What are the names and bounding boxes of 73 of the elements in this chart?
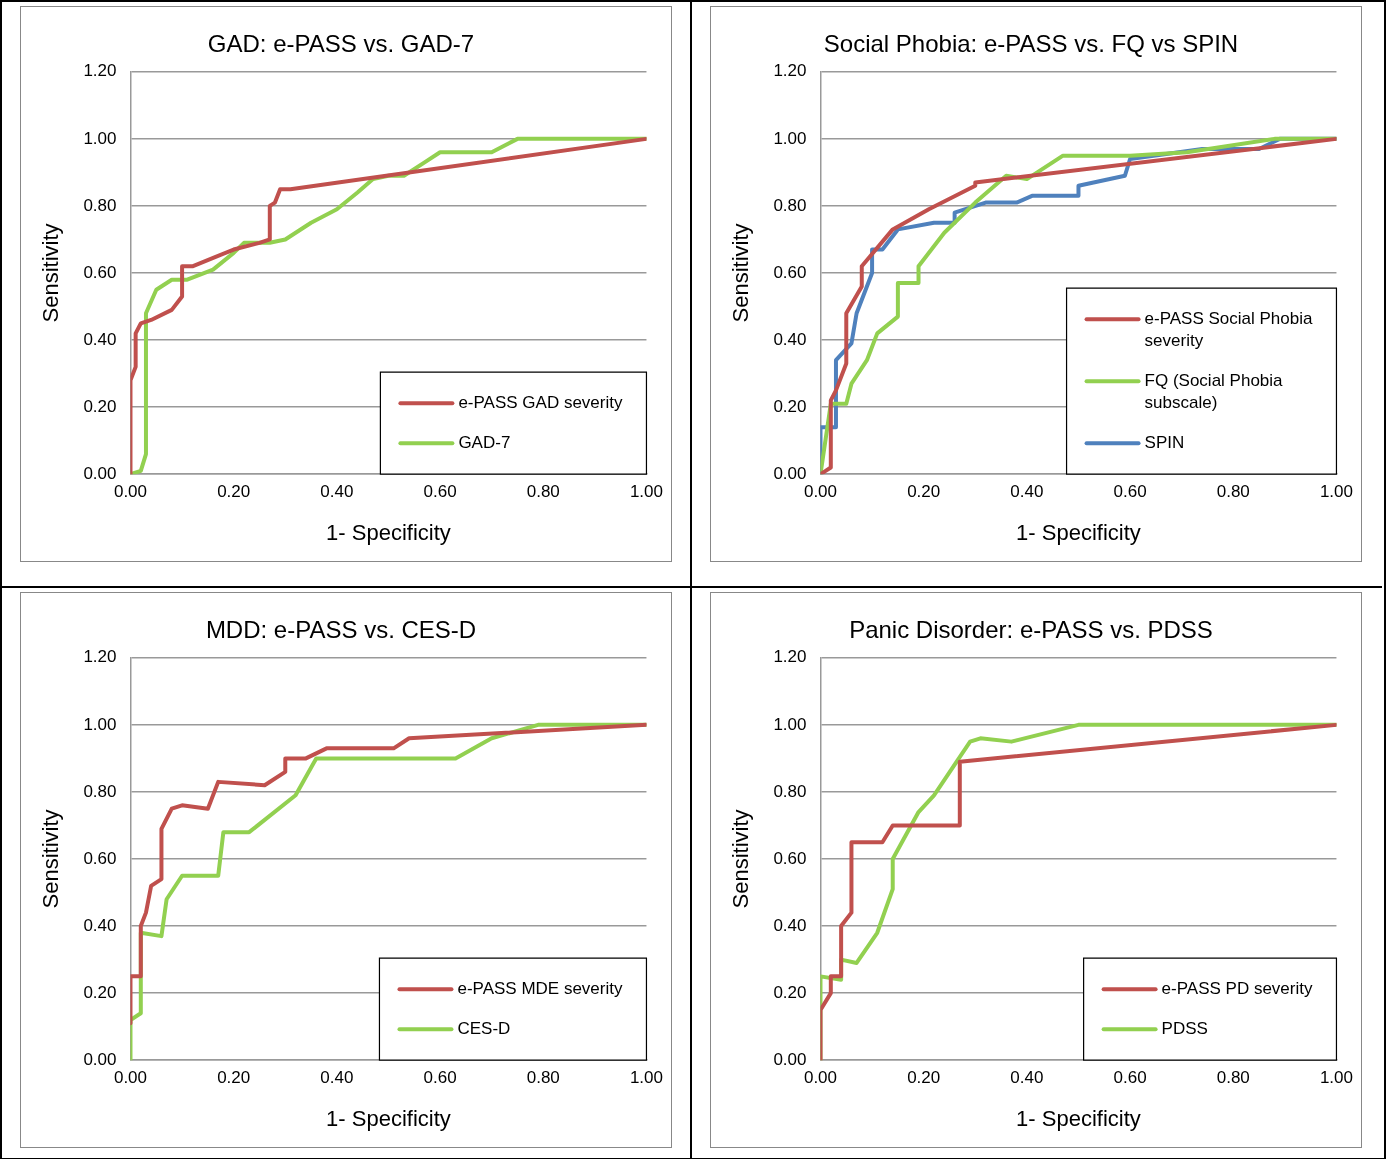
x-tick-label: 0.40 xyxy=(1010,1068,1044,1088)
y-tick-label: 0.20 xyxy=(773,982,807,1002)
y-tick-label: 0.80 xyxy=(773,195,807,215)
x-tick-label: 0.20 xyxy=(217,482,251,502)
x-tick-label: 0.40 xyxy=(320,1068,354,1088)
y-tick-label: 0.00 xyxy=(773,463,807,483)
y-axis-title: Sensitivity xyxy=(728,223,754,323)
y-tick-label: 0.60 xyxy=(773,262,807,282)
y-tick-label: 0.60 xyxy=(773,848,807,868)
y-tick-label: 0.80 xyxy=(83,781,117,801)
y-tick-label: 1.00 xyxy=(773,714,807,734)
legend-label: e-PASS GAD severity xyxy=(458,392,623,412)
legend-label: e-PASS MDE severity xyxy=(457,978,623,998)
x-axis-title: 1- Specificity xyxy=(326,519,451,545)
y-tick-label: 1.20 xyxy=(773,61,807,81)
y-axis-title: Sensitivity xyxy=(728,809,754,909)
y-tick-label: 1.00 xyxy=(773,128,807,148)
x-tick-label: 0.20 xyxy=(907,482,941,502)
x-tick-label: 0.00 xyxy=(113,482,148,502)
chart-title: Panic Disorder: e-PASS vs. PDSS xyxy=(849,616,1213,644)
chart-title: GAD: e-PASS vs. GAD-7 xyxy=(207,30,475,58)
chart-title: MDD: e-PASS vs. CES-D xyxy=(205,616,477,644)
y-tick-label: 0.20 xyxy=(83,396,117,416)
x-tick-label: 0.40 xyxy=(1010,482,1044,502)
y-tick-label: 1.20 xyxy=(83,647,117,667)
x-axis-title: 1- Specificity xyxy=(326,1105,451,1131)
chart-title: Social Phobia: e-PASS vs. FQ vs SPIN xyxy=(823,30,1239,58)
y-tick-label: 1.20 xyxy=(83,61,117,81)
x-tick-label: 1.00 xyxy=(629,482,663,502)
x-tick-label: 0.20 xyxy=(907,1068,941,1088)
x-tick-label: 0.40 xyxy=(320,482,354,502)
x-tick-label: 0.60 xyxy=(423,482,457,502)
x-tick-label: 1.00 xyxy=(1319,482,1353,502)
legend-label: PDSS xyxy=(1161,1018,1208,1038)
y-tick-label: 1.00 xyxy=(83,714,117,734)
y-tick-label: 0.40 xyxy=(773,915,807,935)
legend-label: GAD-7 xyxy=(458,432,511,452)
x-tick-label: 0.00 xyxy=(803,1068,838,1088)
x-axis-title: 1- Specificity xyxy=(1016,519,1141,545)
y-tick-label: 0.40 xyxy=(773,329,807,349)
x-tick-label: 0.80 xyxy=(1216,482,1250,502)
legend-label: SPIN xyxy=(1144,432,1185,452)
x-tick-label: 1.00 xyxy=(629,1068,663,1088)
x-tick-label: 0.00 xyxy=(113,1068,148,1088)
y-tick-label: 0.80 xyxy=(773,781,807,801)
x-axis-title: 1- Specificity xyxy=(1016,1105,1141,1131)
y-tick-label: 1.00 xyxy=(83,128,117,148)
x-tick-label: 0.80 xyxy=(1216,1068,1250,1088)
x-tick-label: 0.80 xyxy=(526,482,560,502)
legend-label: e-PASS PD severity xyxy=(1161,978,1313,998)
y-tick-label: 0.80 xyxy=(83,195,117,215)
y-tick-label: 0.00 xyxy=(83,1049,117,1069)
y-tick-label: 0.60 xyxy=(83,848,117,868)
y-tick-label: 1.20 xyxy=(773,647,807,667)
y-tick-label: 0.00 xyxy=(773,1049,807,1069)
y-axis-title: Sensitivity xyxy=(38,809,64,909)
y-tick-label: 0.40 xyxy=(83,329,117,349)
legend-label: FQ (Social Phobia subscale) xyxy=(1144,370,1284,412)
x-tick-label: 0.20 xyxy=(217,1068,251,1088)
legend-label: e-PASS Social Phobia severity xyxy=(1144,308,1313,350)
x-tick-label: 0.60 xyxy=(1113,482,1147,502)
y-tick-label: 0.00 xyxy=(83,463,117,483)
y-axis-title: Sensitivity xyxy=(38,223,64,323)
x-tick-label: 0.80 xyxy=(526,1068,560,1088)
x-tick-label: 0.00 xyxy=(803,482,838,502)
x-tick-label: 0.60 xyxy=(423,1068,457,1088)
legend-label: CES-D xyxy=(457,1018,511,1038)
y-tick-label: 0.20 xyxy=(83,982,117,1002)
x-tick-label: 1.00 xyxy=(1319,1068,1353,1088)
y-tick-label: 0.60 xyxy=(83,262,117,282)
x-tick-label: 0.60 xyxy=(1113,1068,1147,1088)
y-tick-label: 0.40 xyxy=(83,915,117,935)
y-tick-label: 0.20 xyxy=(773,396,807,416)
